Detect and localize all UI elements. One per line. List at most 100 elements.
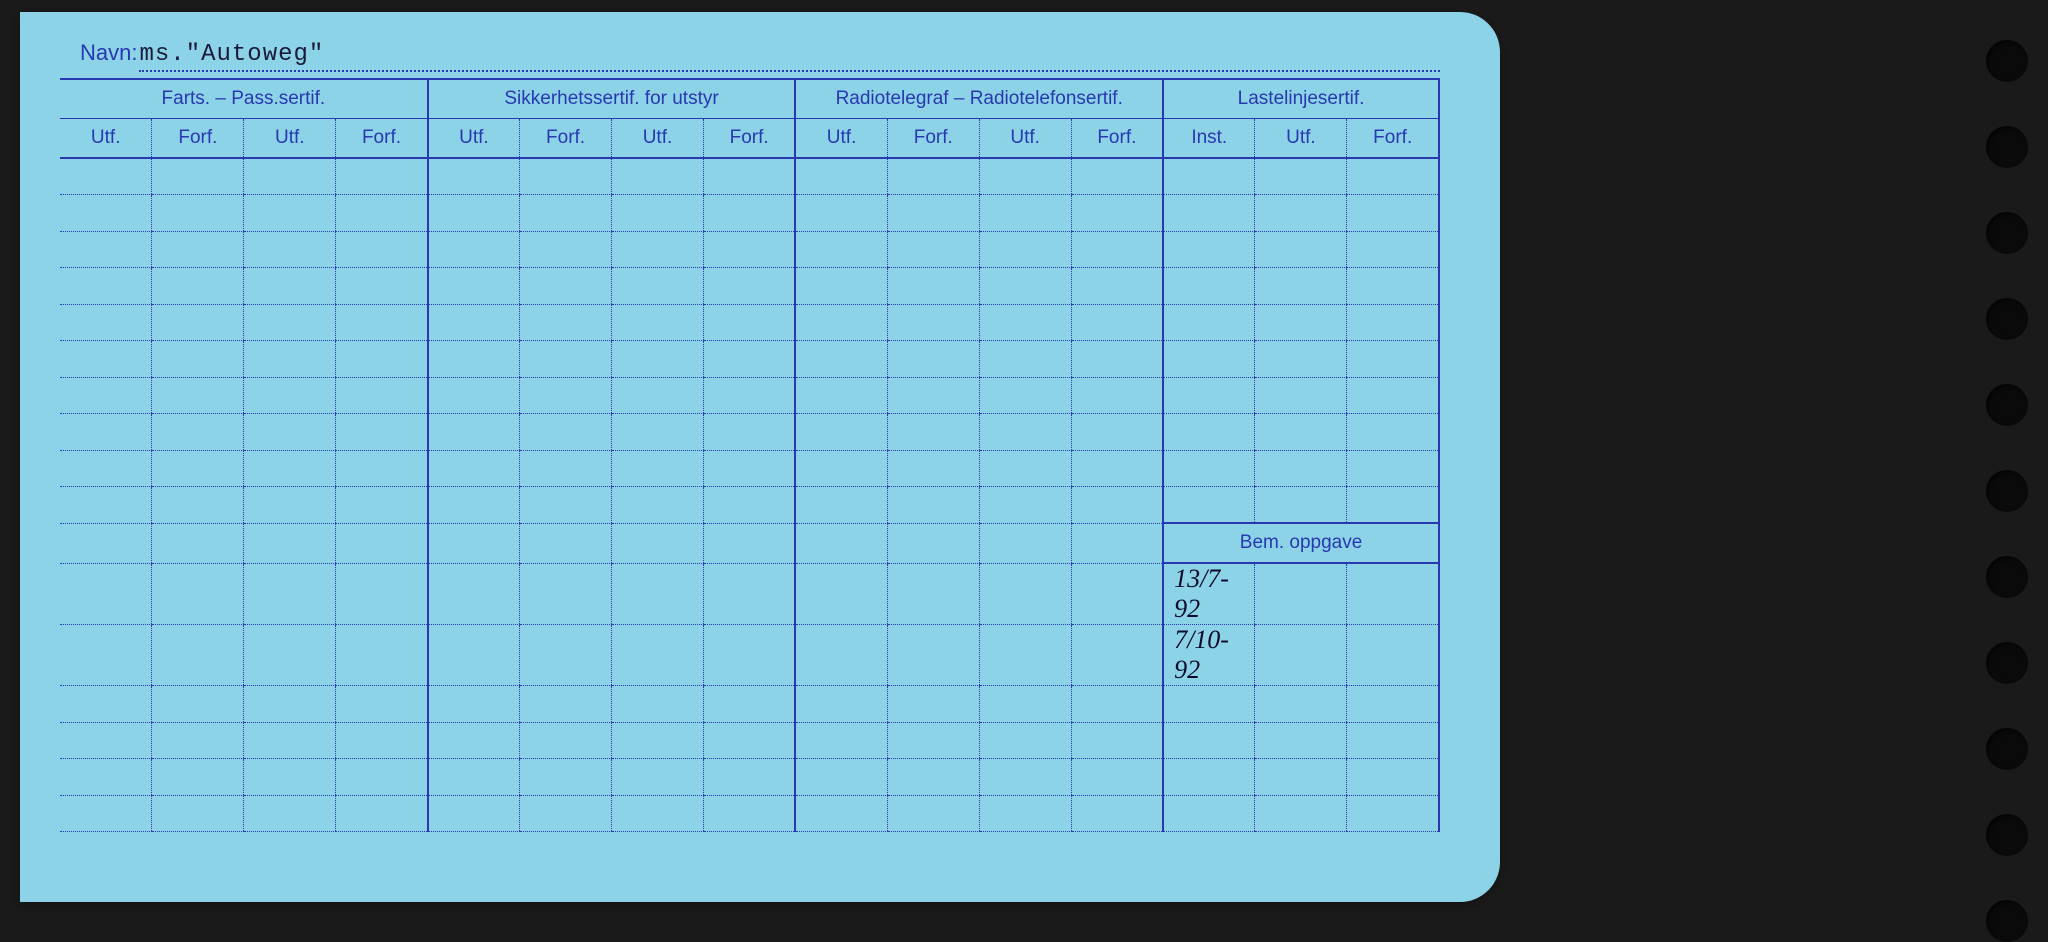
group-farts: Farts. – Pass.sertif. [60,80,428,119]
cell [336,563,428,625]
cell [979,625,1071,686]
cell [152,231,244,268]
cell [244,523,336,563]
col-header: Utf. [795,119,887,159]
cell [1255,450,1347,487]
cell [703,487,795,524]
cell [1163,722,1255,759]
cell [795,450,887,487]
cell [703,722,795,759]
cell [60,158,152,195]
cell [703,231,795,268]
cell [60,304,152,341]
cell [887,304,979,341]
cell [1071,341,1163,378]
col-header: Utf. [244,119,336,159]
cell [336,795,428,832]
cell [428,377,520,414]
cell [703,414,795,451]
cell [703,304,795,341]
table-row [60,722,1439,759]
cell [336,195,428,232]
cell [612,414,704,451]
cell [1163,341,1255,378]
cell [520,722,612,759]
cell [428,686,520,723]
table-row [60,341,1439,378]
cell [1163,795,1255,832]
cell [887,268,979,305]
table-row [60,414,1439,451]
cell [336,625,428,686]
table-row [60,450,1439,487]
cell [979,563,1071,625]
cell [703,195,795,232]
cell [428,231,520,268]
cell [428,341,520,378]
cell [152,759,244,796]
cell [336,377,428,414]
cell [520,158,612,195]
cell [152,563,244,625]
binder-hole [1986,126,2028,168]
cell [887,487,979,524]
cell [520,759,612,796]
binder-hole [1986,212,2028,254]
cell [979,195,1071,232]
cell [1071,414,1163,451]
binder-hole [1986,384,2028,426]
cell [979,795,1071,832]
col-header: Forf. [336,119,428,159]
table-body: Bem. oppgave13/7-927/10-92 [60,158,1439,832]
cell [612,686,704,723]
cell [520,341,612,378]
cell [336,158,428,195]
cell [1163,414,1255,451]
cell [612,487,704,524]
cell [152,450,244,487]
cell [887,377,979,414]
cell [152,686,244,723]
table-row [60,377,1439,414]
cell [703,158,795,195]
binder-hole [1986,556,2028,598]
cell [887,563,979,625]
cell [60,487,152,524]
table-row [60,195,1439,232]
cell [887,625,979,686]
cell [612,231,704,268]
handwritten-entry: 7/10-92 [1163,625,1255,686]
cell [1071,231,1163,268]
cell [244,341,336,378]
cell [1255,722,1347,759]
cell [703,523,795,563]
cell [979,231,1071,268]
cell [612,450,704,487]
cell [612,377,704,414]
binder-holes [1986,40,2028,942]
cell [795,722,887,759]
cell [1347,268,1439,305]
cell [520,686,612,723]
cell [979,268,1071,305]
cell [244,195,336,232]
cell [60,686,152,723]
cell [1163,158,1255,195]
cell [336,450,428,487]
cell [612,195,704,232]
cell [520,563,612,625]
cell [612,563,704,625]
cell [152,304,244,341]
index-card: Navn: ms."Autoweg" Farts. – Pass.sertif.… [20,12,1500,902]
cell [1255,414,1347,451]
cell [60,523,152,563]
cell [60,268,152,305]
cell [1347,759,1439,796]
cell [152,722,244,759]
cell [979,450,1071,487]
table-row [60,795,1439,832]
col-header: Forf. [887,119,979,159]
cell [1347,450,1439,487]
cell [244,450,336,487]
col-header: Forf. [1071,119,1163,159]
